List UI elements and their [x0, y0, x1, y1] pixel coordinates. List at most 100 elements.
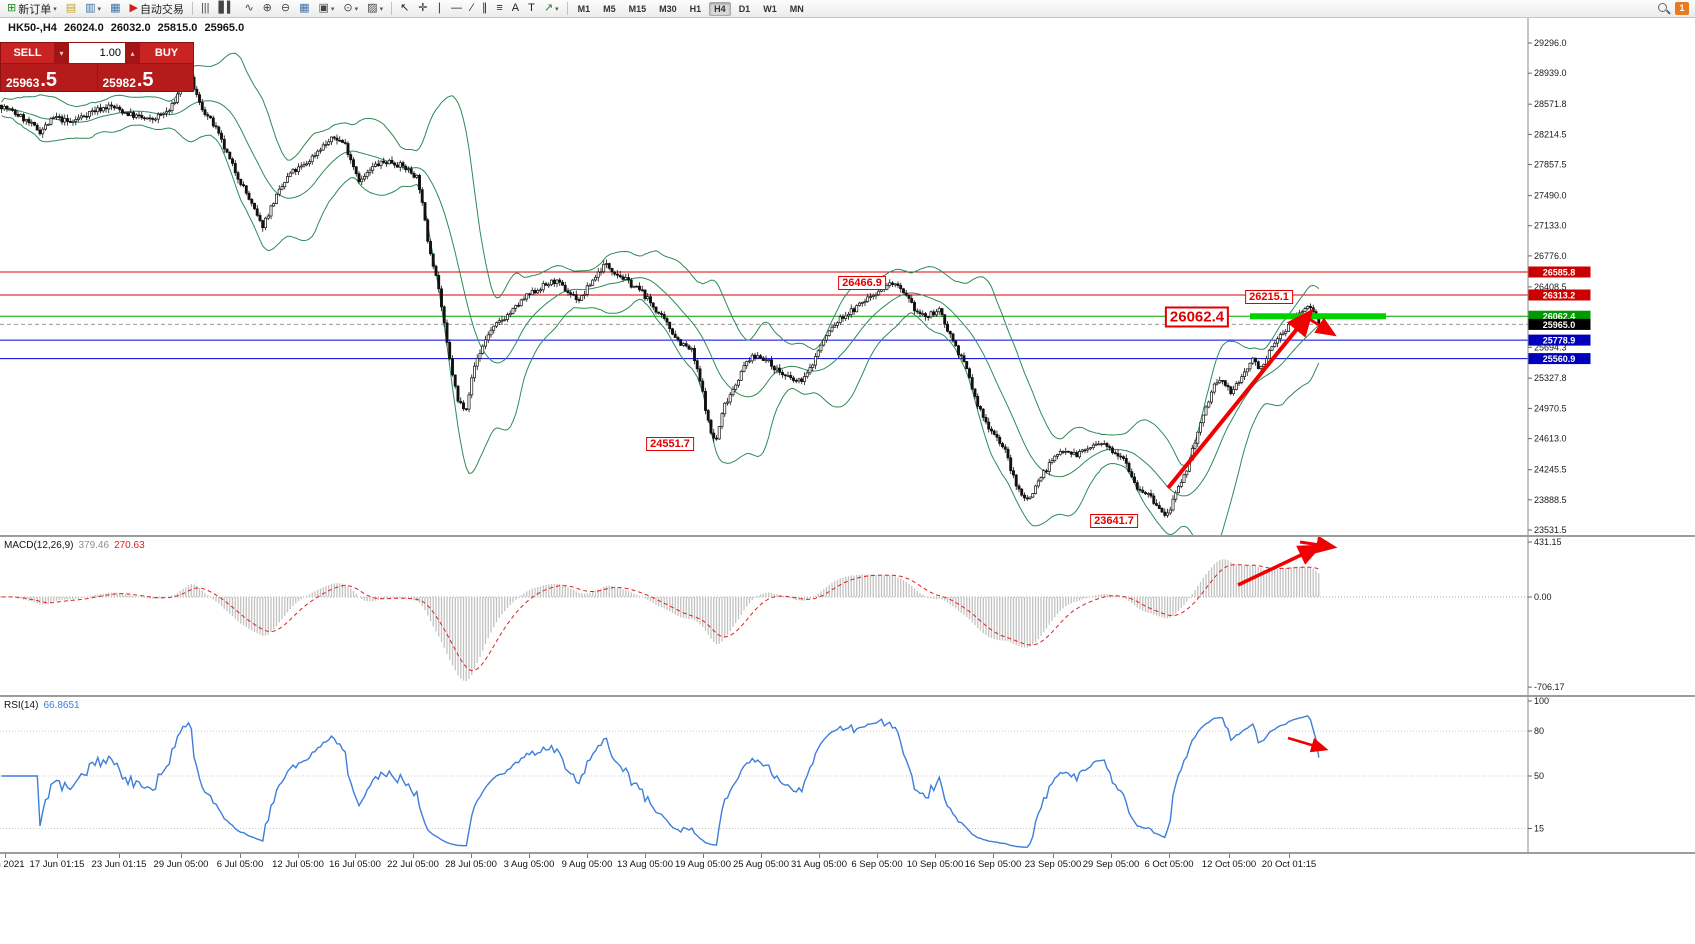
- trend-arrow[interactable]: [1299, 537, 1338, 554]
- caret-down-icon: ▾: [330, 5, 335, 13]
- price-annotation[interactable]: 26215.1: [1245, 290, 1293, 304]
- autotrading-button[interactable]: ▶ 自动交易: [125, 1, 187, 17]
- zoom-in-icon: ⊕: [262, 2, 272, 14]
- macd-indicator-label: MACD(12,26,9) 379.46 270.63: [4, 540, 145, 551]
- horizontal-line-button[interactable]: —: [447, 1, 466, 17]
- buy-price[interactable]: 25982.5: [96, 64, 194, 91]
- period-button[interactable]: ⊙ ▾: [339, 1, 362, 17]
- time-tick: [1229, 854, 1230, 858]
- panel-separator[interactable]: [0, 695, 1695, 697]
- macd-panel[interactable]: 431.15 0.00 -706.17: [0, 537, 1695, 695]
- vertical-line-button[interactable]: ∣: [433, 1, 447, 17]
- price-annotation[interactable]: 26466.9: [838, 276, 886, 290]
- horizontal-line-icon: —: [451, 2, 463, 14]
- text-button[interactable]: A: [508, 1, 523, 17]
- price-axis[interactable]: 29296.0 28939.0 28571.8 28214.5 27857.5 27490…: [1527, 18, 1591, 535]
- time-axis-label: 17 Jun 01:15: [29, 859, 85, 870]
- timeframe-mn[interactable]: MN: [789, 3, 804, 14]
- cursor-button[interactable]: ↖: [396, 1, 413, 17]
- time-tick: [240, 854, 241, 858]
- rsi-axis[interactable]: 100 80 50 15: [1527, 697, 1549, 852]
- macd-name: MACD(12,26,9): [4, 540, 74, 551]
- trend-arrow[interactable]: [1287, 736, 1329, 753]
- open-value: 26024.0: [63, 22, 104, 34]
- macd-main-value: 379.46: [78, 540, 110, 551]
- sell-button[interactable]: SELL: [1, 43, 54, 63]
- time-axis-label: 6 Oct 05:00: [1144, 859, 1194, 870]
- caret-down-icon: ▾: [59, 48, 64, 58]
- timeframe-m5[interactable]: M5: [603, 3, 616, 14]
- timeframe-w1[interactable]: W1: [763, 3, 777, 14]
- timeframe-m1[interactable]: M1: [577, 3, 591, 14]
- main-chart[interactable]: 29296.0 28939.0 28571.8 28214.5 27857.5 27490…: [0, 18, 1695, 535]
- zoom-in-button[interactable]: ⊕: [259, 1, 276, 17]
- new-chart-button[interactable]: ▥ ▾: [81, 1, 105, 17]
- arrange-charts-button[interactable]: ▣ ▾: [315, 1, 339, 17]
- time-tick: [298, 854, 299, 858]
- new-order-button[interactable]: ⊞ 新订单 ▾: [3, 1, 61, 17]
- rsi-name: RSI(14): [4, 700, 39, 711]
- trend-arrow[interactable]: [1302, 313, 1337, 337]
- window-layout-button[interactable]: ▦: [106, 1, 124, 17]
- rsi-line: [1, 715, 1320, 848]
- notification-badge[interactable]: 1: [1675, 2, 1689, 15]
- panel-separator[interactable]: [0, 535, 1695, 537]
- volume-increase-button[interactable]: ▴: [125, 43, 140, 63]
- volume-input[interactable]: [69, 43, 125, 63]
- trend-arrow[interactable]: [1237, 544, 1323, 587]
- candlestick-series: [0, 72, 1321, 518]
- price-annotation[interactable]: 23641.7: [1090, 514, 1138, 528]
- chart-profile-button[interactable]: ▤: [62, 1, 80, 17]
- time-axis[interactable]: Jun 2021 17 Jun 01:15 23 Jun 01:15 29 Jun 0…: [0, 854, 1695, 874]
- layout-icon: ▦: [110, 2, 121, 14]
- sell-price-big: .5: [40, 69, 58, 91]
- line-chart-icon: ∿: [244, 2, 254, 14]
- time-axis-label: 6 Sep 05:00: [851, 859, 903, 870]
- macd-axis[interactable]: 431.15 0.00 -706.17: [1527, 537, 1565, 695]
- fibonacci-icon: ≡: [496, 2, 503, 14]
- price-annotation[interactable]: 24551.7: [646, 437, 694, 451]
- candlestick-chart-button[interactable]: ▋▍: [215, 1, 240, 17]
- template-icon: ▨: [367, 2, 378, 14]
- time-tick: [1053, 854, 1054, 858]
- timeframe-m15[interactable]: M15: [628, 3, 647, 14]
- timeframe-m30[interactable]: M30: [659, 3, 677, 14]
- rsi-panel[interactable]: 100 80 50 15: [0, 697, 1695, 852]
- timeframe-h4[interactable]: H4: [709, 1, 731, 16]
- price-axis-label: 28939.0: [1534, 68, 1567, 78]
- price-axis-label: 27133.0: [1534, 221, 1567, 231]
- bar-chart-button[interactable]: |||: [197, 1, 214, 17]
- price-tag-label: 25778.9: [1543, 336, 1576, 346]
- time-tick: [5, 854, 6, 858]
- timeframe-h1[interactable]: H1: [689, 3, 702, 14]
- time-axis-label: 10 Sep 05:00: [906, 859, 964, 870]
- search-icon[interactable]: [1657, 2, 1670, 15]
- volume-decrease-button[interactable]: ▾: [54, 43, 69, 63]
- price-axis-label: 23531.5: [1534, 525, 1567, 535]
- crosshair-button[interactable]: ✛: [414, 1, 431, 17]
- time-axis-label: 16 Jul 05:00: [329, 859, 381, 870]
- trendline-button[interactable]: ∕: [467, 1, 477, 17]
- zoom-out-button[interactable]: ⊖: [277, 1, 294, 17]
- templates-button[interactable]: ▨ ▾: [363, 1, 387, 17]
- toolbar: ⊞ 新订单 ▾ ▤ ▥ ▾ ▦ ▶ 自动交易 ||| ▋▍ ∿ ⊕ ⊖ ▦ ▣ ▾ ⊙ ▾ ▨ ▾ ↖ ✛ ∣ — ∕ ∥ ≡ A T ↗ ▾…: [0, 0, 1695, 18]
- text-label-button[interactable]: T: [524, 1, 539, 17]
- macd-axis-label: 0.00: [1534, 592, 1552, 602]
- time-tick: [471, 854, 472, 858]
- panel-separator[interactable]: [0, 852, 1695, 854]
- trend-arrow[interactable]: [1166, 308, 1314, 490]
- channel-button[interactable]: ∥: [478, 1, 492, 17]
- arrows-button[interactable]: ↗ ▾: [540, 1, 563, 17]
- fibonacci-button[interactable]: ≡: [492, 1, 506, 17]
- price-axis-label: 27490.0: [1534, 191, 1567, 201]
- buy-button[interactable]: BUY: [140, 43, 193, 63]
- price-tag: [1528, 289, 1591, 301]
- price-annotation[interactable]: 26062.4: [1164, 306, 1230, 328]
- time-tick: [819, 854, 820, 858]
- tile-windows-button[interactable]: ▦: [295, 1, 313, 17]
- line-chart-button[interactable]: ∿: [240, 1, 257, 17]
- sell-price[interactable]: 25963.5: [1, 64, 97, 91]
- time-axis-label: 25 Aug 05:00: [733, 859, 789, 870]
- timeframe-d1[interactable]: D1: [738, 3, 751, 14]
- chart-ohlc-info: HK50-,H4 26024.0 26032.0 25815.0 25965.0: [8, 22, 248, 34]
